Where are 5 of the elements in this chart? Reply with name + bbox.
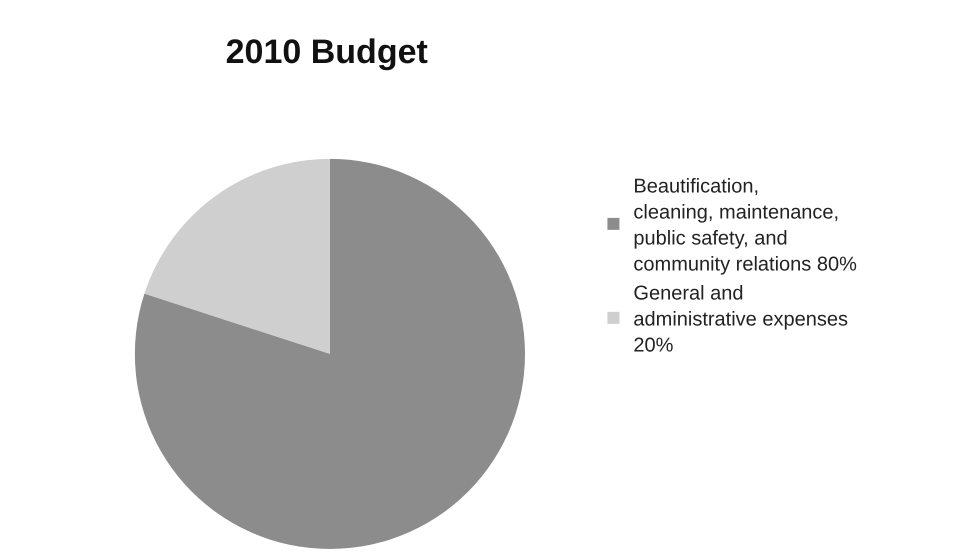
- pie-slice: [144, 158, 330, 354]
- legend-label: General and administrative expenses 20%: [633, 282, 848, 357]
- chart-title: 2010 Budget: [226, 32, 428, 71]
- legend-label: Beautification, cleaning, maintenance, public safety, and community relations 80%: [633, 176, 858, 276]
- pie-slice: [135, 158, 525, 549]
